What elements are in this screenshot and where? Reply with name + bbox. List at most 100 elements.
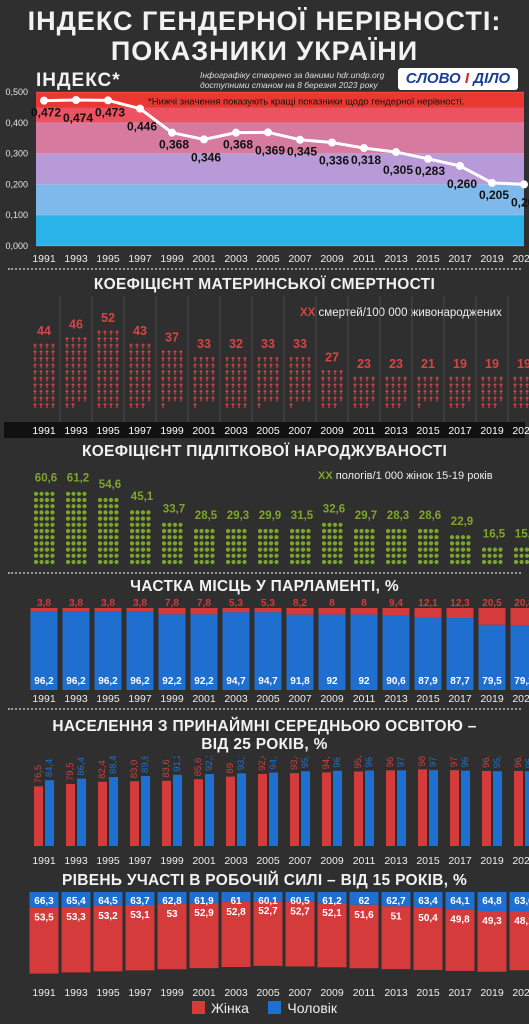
cross-icon (327, 370, 331, 375)
cross-icon (289, 356, 293, 362)
women-bar (322, 772, 331, 846)
dot-icon (391, 541, 396, 546)
cross-icon (321, 389, 325, 395)
cross-icon (33, 383, 37, 389)
dot-icon (423, 541, 428, 546)
women-bar (285, 901, 315, 967)
cross-icon (481, 403, 485, 408)
dot-icon (466, 547, 471, 552)
x-tick-label: 2007 (288, 693, 312, 704)
adolescent-legend-key: XX (318, 470, 336, 482)
women-bar (61, 906, 91, 973)
dot-icon (332, 535, 338, 540)
dot-icon (396, 535, 402, 540)
dot-icon (492, 553, 498, 558)
dot-icon (71, 504, 76, 509)
maternal-legend-key: XX (300, 307, 319, 319)
women-value-label: 52,1 (322, 908, 342, 919)
dot-icon (289, 541, 295, 546)
men-value-label: 97,1 (396, 756, 407, 767)
cross-icon (109, 356, 113, 362)
index-value-label: 0,283 (415, 164, 445, 178)
cross-icon (333, 383, 337, 389)
men-bar (189, 892, 219, 904)
women-value-label: 95,5 (353, 756, 364, 769)
logo-part-1: СЛОВО (405, 70, 461, 87)
dot-icon (417, 535, 423, 540)
dot-icon (210, 547, 215, 552)
x-tick-label: 1999 (160, 253, 184, 265)
cross-icon (51, 396, 55, 402)
dot-icon (225, 553, 231, 558)
cross-icon (179, 389, 183, 395)
dot-icon (327, 553, 332, 558)
dot-icon (434, 553, 439, 558)
dot-icon (428, 535, 434, 540)
dot-icon (449, 541, 455, 546)
dot-icon (199, 541, 204, 546)
year-strip (4, 422, 525, 438)
cross-icon (269, 396, 273, 402)
cross-icon (365, 396, 369, 402)
women-value-label: 53,5 (34, 913, 54, 924)
cross-icon (103, 389, 107, 395)
women-bar (34, 786, 43, 846)
cross-icon (71, 350, 75, 356)
x-tick-label: 1991 (32, 425, 56, 437)
dot-icon (364, 547, 370, 552)
maternal-value-label: 19 (453, 357, 467, 371)
men-value-label: 63,4 (418, 896, 438, 907)
x-tick-label: 2001 (192, 425, 216, 437)
dot-icon (82, 497, 87, 503)
women-value-label: 52,7 (290, 907, 310, 918)
source-note: Інфографіку створено за даними hdr.undp.… (200, 70, 385, 90)
title-line-2: ПОКАЗНИКИ УКРАЇНИ (110, 36, 419, 66)
dot-icon (71, 535, 76, 540)
dot-icon (225, 528, 231, 534)
cross-icon (301, 370, 305, 375)
men-value-label: 61,9 (194, 896, 214, 907)
men-bar (318, 614, 346, 690)
women-bar (509, 911, 529, 971)
cross-icon (65, 376, 69, 382)
dot-icon (33, 497, 39, 503)
index-band (36, 215, 524, 246)
x-tick-label: 2011 (353, 693, 376, 704)
x-tick-label: 1997 (128, 855, 152, 867)
men-value-label: 94,7 (258, 676, 278, 687)
dot-icon (65, 491, 71, 496)
dot-icon (129, 559, 135, 565)
women-value-label: 8,2 (293, 598, 307, 609)
cross-icon (295, 383, 299, 389)
cross-icon (173, 350, 177, 356)
dot-icon (242, 559, 247, 565)
cross-icon (33, 363, 37, 369)
dot-icon (481, 559, 487, 565)
dot-icon (140, 516, 146, 521)
cross-icon (211, 356, 215, 362)
dot-icon (257, 547, 263, 552)
dot-icon (135, 559, 140, 565)
dot-icon (103, 504, 108, 509)
dot-icon (327, 541, 332, 546)
women-value-label: 53 (166, 909, 178, 920)
dot-icon (338, 535, 343, 540)
dot-icon (385, 541, 391, 546)
dot-icon (135, 528, 140, 534)
dot-icon (71, 516, 76, 521)
cross-icon (83, 383, 87, 389)
dot-icon (274, 553, 279, 558)
cross-icon (193, 376, 197, 382)
cross-icon (205, 370, 209, 375)
dot-icon (268, 553, 274, 558)
women-bar (194, 779, 203, 846)
dot-icon (498, 553, 503, 558)
dot-icon (135, 547, 140, 552)
cross-icon (301, 396, 305, 402)
maternal-value-label: 43 (133, 324, 147, 338)
cross-icon (417, 396, 421, 402)
x-tick-label: 2019 (480, 693, 504, 704)
index-value-label: 0,446 (127, 120, 157, 134)
dot-icon (199, 559, 204, 565)
dot-icon (39, 522, 44, 527)
